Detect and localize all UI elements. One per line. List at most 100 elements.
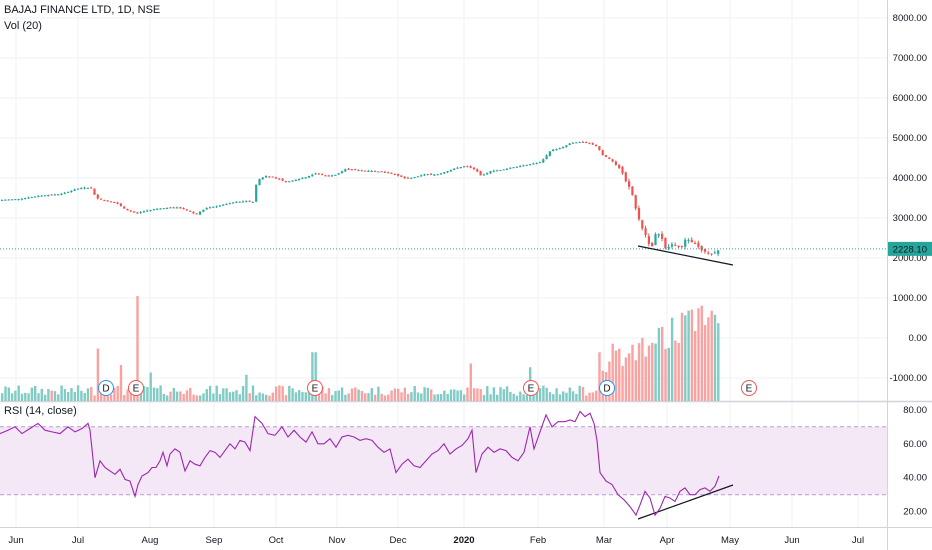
trendlines (637, 245, 734, 520)
earnings-marker[interactable]: E (307, 380, 323, 396)
volume-bar (116, 385, 119, 401)
candle-body (14, 199, 17, 201)
candle-body (588, 142, 591, 144)
candle-body (288, 181, 291, 183)
volume-bar (139, 391, 142, 401)
candle-body (621, 166, 624, 174)
candle-body (109, 201, 113, 203)
volume-bar (331, 395, 334, 401)
price-tick-label: 5000.00 (893, 133, 927, 144)
candle-body (505, 168, 509, 170)
candle-body (423, 174, 426, 176)
candle-body (631, 186, 634, 196)
marker-letter: D (603, 384, 610, 395)
volume-bar (281, 386, 284, 401)
candle-body (57, 194, 60, 196)
candle-body (228, 203, 231, 205)
candle-body (37, 196, 40, 198)
dividend-marker[interactable]: D (98, 380, 114, 396)
earnings-marker[interactable]: E (128, 380, 144, 396)
volume-bar (156, 388, 159, 401)
volume-bar (397, 388, 400, 401)
candle-body (106, 200, 109, 202)
volume-bar (126, 389, 129, 401)
volume-bar (67, 391, 70, 401)
volume-bar (651, 342, 654, 401)
volume-bar (109, 394, 113, 401)
candle-body (222, 204, 225, 206)
volume-bar (677, 342, 680, 401)
volume-bar (232, 391, 235, 401)
volume-bar (700, 305, 703, 401)
candle-body (284, 181, 287, 183)
volume-bar (337, 390, 340, 401)
candle-body (83, 187, 86, 189)
volume-bar (20, 393, 24, 401)
candle-body (301, 178, 304, 180)
volume-bar (410, 392, 413, 401)
candle-body (707, 252, 710, 254)
candle-body (446, 171, 449, 173)
x-tick-label: Jul (852, 535, 864, 546)
volume-bar (317, 393, 321, 401)
candle-body (17, 198, 20, 200)
volume-bar (492, 387, 496, 401)
volume-bar (255, 395, 258, 401)
earnings-marker[interactable]: E (741, 380, 757, 396)
candle-body (674, 245, 677, 247)
candle-body (30, 197, 33, 199)
candle-body (34, 196, 37, 198)
volume-bar (423, 387, 426, 401)
price-tick-label: 8000.00 (893, 13, 927, 24)
candle-body (608, 157, 611, 159)
candle-body (383, 171, 386, 173)
volume-bar (717, 323, 720, 401)
candle-body (492, 170, 495, 172)
candle-body (347, 168, 350, 170)
candle-body (647, 236, 650, 244)
volume-bar (532, 393, 535, 401)
candle-body (400, 175, 403, 177)
volume-bar (284, 395, 288, 401)
volume-bar (380, 393, 383, 401)
candle-body (255, 184, 258, 202)
volume-bar (373, 394, 377, 401)
candle-body (496, 170, 499, 172)
volume-bar (113, 387, 116, 401)
price-tick-label: 7000.00 (893, 53, 927, 64)
volume-bar (274, 386, 278, 401)
x-tick-label: Mar (596, 535, 612, 546)
candle-body (258, 178, 261, 185)
candle-body (10, 199, 14, 201)
volume-bar (357, 389, 360, 401)
candle-body (90, 187, 93, 189)
volume-bar (657, 327, 661, 401)
volume-bar (522, 394, 525, 401)
candle-body (205, 207, 208, 210)
candle-body (548, 151, 551, 156)
candle-body (93, 188, 96, 195)
candle-body (637, 208, 641, 220)
candle-body (298, 178, 301, 181)
dividend-marker[interactable]: D (599, 380, 615, 396)
x-tick-label: Dec (390, 535, 407, 546)
volume-bar (690, 309, 694, 401)
candle-body (212, 206, 215, 208)
rsi-tick-label: 20.00 (903, 507, 927, 518)
candle-body (70, 190, 73, 193)
candle-body (463, 166, 466, 168)
volume-bar (575, 393, 578, 401)
earnings-marker[interactable]: E (523, 380, 539, 396)
candle-body (614, 161, 617, 165)
volume-bar (258, 392, 261, 401)
candle-body (350, 169, 353, 171)
candle-body (466, 166, 469, 168)
rsi-series (0, 410, 720, 517)
volume-bar (585, 395, 588, 401)
candle-body (426, 174, 429, 176)
candle-body (192, 211, 195, 214)
volume-bar (43, 394, 47, 401)
candle-body (601, 150, 604, 155)
last-price-value: 2228.10 (893, 244, 927, 255)
